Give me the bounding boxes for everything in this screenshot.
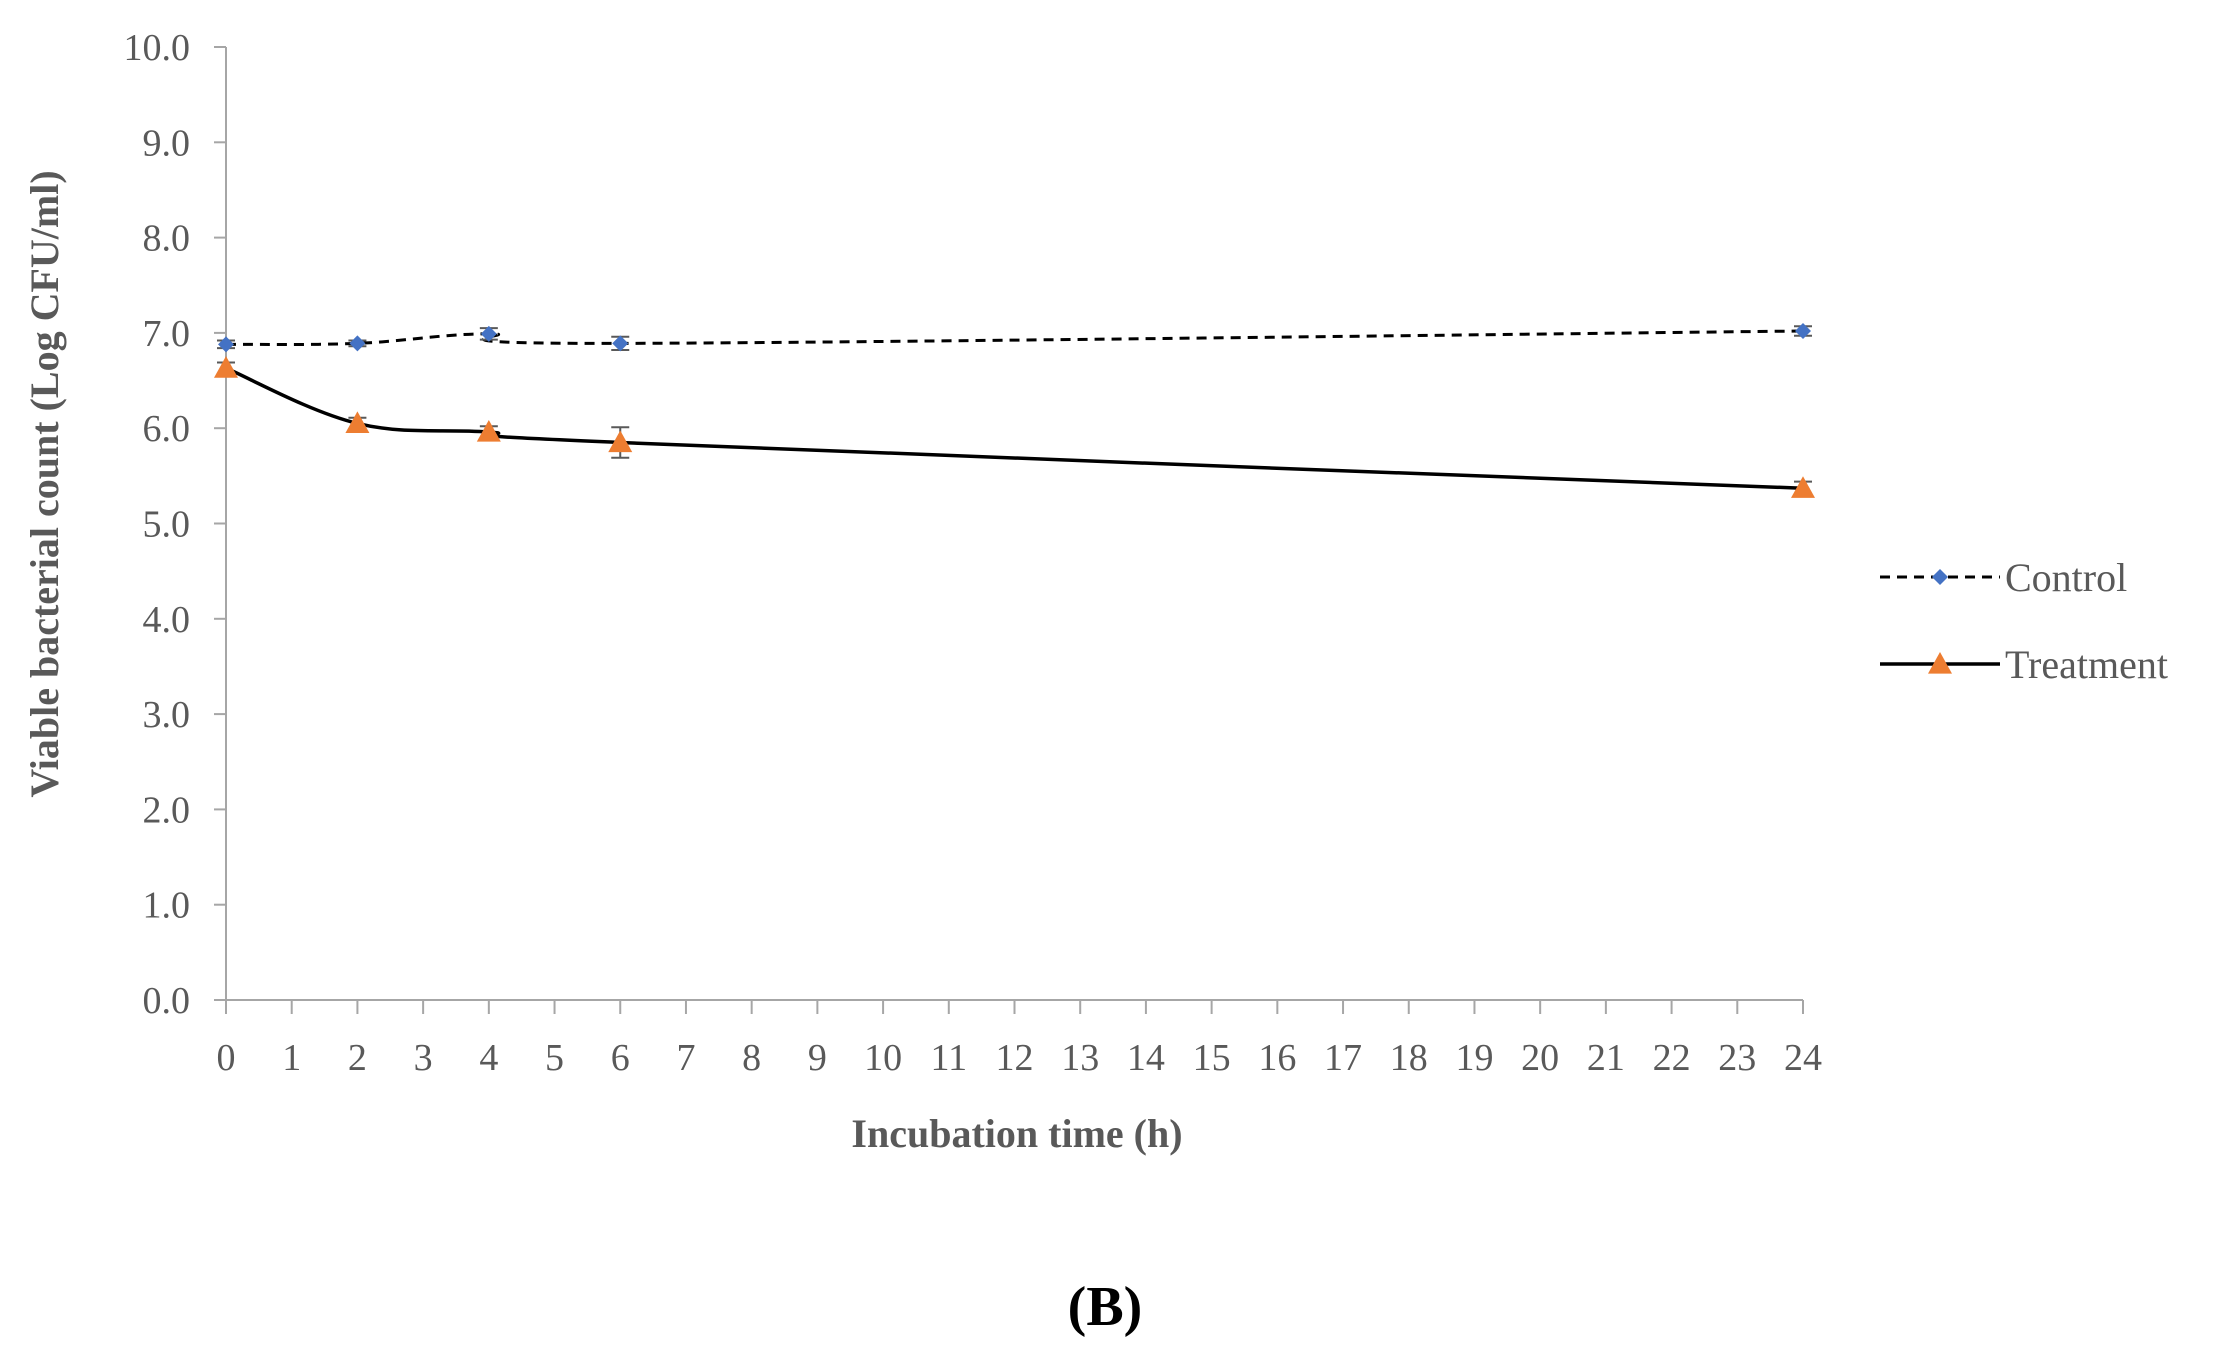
- x-tick-label: 5: [545, 1037, 564, 1079]
- x-tick-label: 24: [1784, 1037, 1822, 1079]
- x-tick-label: 11: [930, 1037, 967, 1079]
- data-point-control: [349, 335, 366, 352]
- x-tick-label: 9: [808, 1037, 827, 1079]
- y-tick-label: 6.0: [143, 408, 191, 450]
- series-control: [217, 322, 1812, 353]
- x-tick-label: 14: [1127, 1037, 1165, 1079]
- y-tick-label: 7.0: [143, 313, 191, 355]
- axes: 0.01.02.03.04.05.06.07.08.09.010.00 1 2 3 4 5…: [124, 27, 1823, 1079]
- y-tick-label: 9.0: [143, 122, 191, 164]
- legend-item-control: Control: [1880, 555, 2127, 600]
- legend-marker-control: [1932, 569, 1948, 585]
- data-point-control: [612, 335, 629, 352]
- x-tick-label: 20: [1521, 1037, 1559, 1079]
- series-treatment: [214, 356, 1815, 498]
- y-tick-label: 0.0: [143, 980, 191, 1022]
- legend-item-treatment: Treatment: [1880, 642, 2168, 687]
- x-tick-label: 12: [996, 1037, 1034, 1079]
- x-tick-label: 2: [348, 1037, 367, 1079]
- y-tick-label: 1.0: [143, 885, 191, 927]
- x-axis-title: Incubation time (h): [851, 1111, 1182, 1156]
- series-layer: [214, 322, 1815, 498]
- x-tick-label: 1: [282, 1037, 301, 1079]
- x-tick-label: 6: [611, 1037, 630, 1079]
- x-tick-label: 18: [1390, 1037, 1428, 1079]
- x-tick-label: 13: [1061, 1037, 1099, 1079]
- x-tick-label: 19: [1455, 1037, 1493, 1079]
- x-tick-label: 23: [1718, 1037, 1756, 1079]
- legend-label-control: Control: [2005, 555, 2127, 600]
- data-point-control: [1795, 322, 1811, 339]
- data-point-treatment: [1791, 476, 1815, 498]
- y-tick-label: 4.0: [143, 599, 191, 641]
- y-tick-label: 10.0: [124, 27, 191, 69]
- panel-label: (B): [1068, 1276, 1143, 1338]
- x-tick-label: 4: [479, 1037, 498, 1079]
- x-tick-label: 17: [1324, 1037, 1362, 1079]
- y-tick-label: 3.0: [143, 694, 191, 736]
- x-tick-label: 22: [1653, 1037, 1691, 1079]
- series-line-control: [225, 329, 1804, 347]
- legend-label-treatment: Treatment: [2005, 642, 2168, 687]
- x-tick-label: 10: [864, 1037, 902, 1079]
- data-point-treatment: [608, 430, 633, 453]
- y-tick-label: 5.0: [143, 504, 191, 546]
- data-point-treatment: [476, 420, 501, 442]
- x-tick-label: 0: [217, 1037, 236, 1079]
- y-tick-label: 8.0: [143, 218, 191, 260]
- x-tick-label: 7: [676, 1037, 695, 1079]
- x-tick-label: 8: [742, 1037, 761, 1079]
- x-tick-label: 16: [1258, 1037, 1296, 1079]
- data-point-control: [480, 325, 497, 342]
- data-point-treatment: [345, 411, 370, 434]
- legend-marker-treatment: [1928, 652, 1952, 674]
- series-line-treatment: [225, 366, 1804, 490]
- y-tick-label: 2.0: [143, 789, 191, 831]
- data-point-control: [218, 336, 234, 353]
- x-tick-label: 21: [1587, 1037, 1625, 1079]
- y-axis-title: Viable bacterial count (Log CFU/ml): [22, 170, 67, 797]
- legend: Control Treatment: [1880, 555, 2168, 687]
- x-tick-label: 15: [1193, 1037, 1231, 1079]
- x-tick-label: 3: [414, 1037, 433, 1079]
- data-point-treatment: [214, 356, 238, 378]
